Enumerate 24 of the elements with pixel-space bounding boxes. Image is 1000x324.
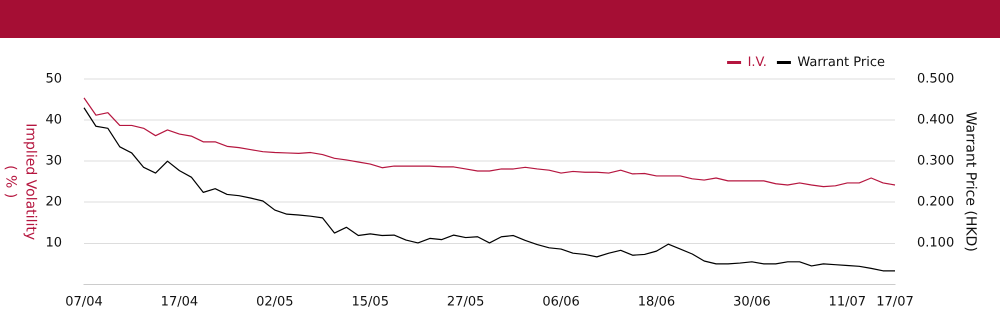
x-tick-label: 17/07 — [876, 294, 914, 310]
y2-tick-label: 0.100 — [917, 236, 954, 251]
legend-label: Warrant Price — [797, 54, 886, 70]
x-tick-label: 07/04 — [65, 294, 103, 310]
x-tick-label: 02/05 — [256, 294, 294, 310]
x-tick-label: 30/06 — [733, 294, 771, 310]
x-tick-label: 06/06 — [542, 294, 580, 310]
y2-axis-title: Warrant Price (HKD) — [962, 112, 978, 252]
y2-tick-label: 0.500 — [917, 71, 954, 86]
x-tick-label: 11/07 — [828, 294, 866, 310]
y-tick-label: 20 — [45, 194, 62, 210]
y2-tick-label: 0.400 — [917, 112, 954, 128]
legend-label: I.V. — [748, 54, 767, 70]
y-axis-title: Implied Volatility ( % ) — [2, 123, 38, 240]
y-tick-label: 40 — [45, 112, 62, 128]
x-tick-label: 18/06 — [638, 294, 676, 310]
x-tick-label: 15/05 — [352, 294, 389, 310]
y2-tick-label: 0.300 — [917, 154, 954, 169]
y-tick-label: 10 — [45, 236, 62, 251]
x-tick-label: 27/05 — [446, 294, 484, 310]
y2-tick-label: 0.200 — [917, 194, 954, 210]
y-tick-label: 50 — [45, 71, 62, 86]
y-tick-label: 30 — [45, 154, 62, 169]
x-tick-label: 17/04 — [160, 294, 198, 310]
